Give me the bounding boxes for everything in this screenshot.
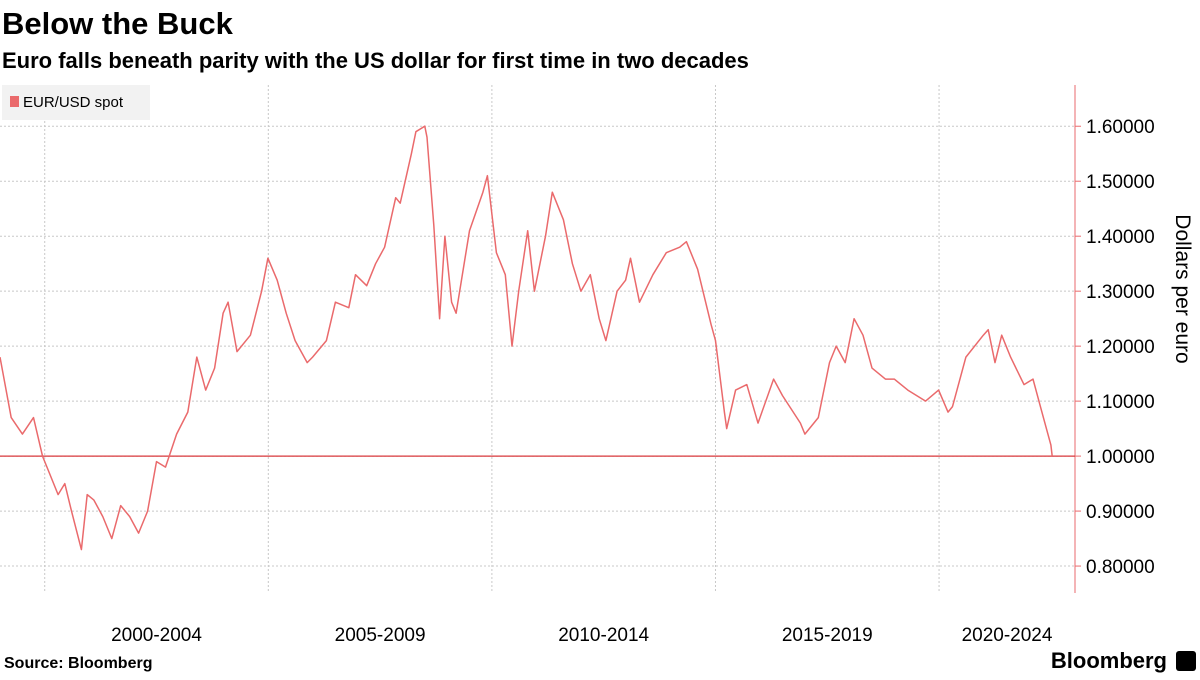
y-tick-label: 1.50000 xyxy=(1086,172,1155,193)
x-tick-label: 2000-2004 xyxy=(111,625,202,646)
y-tick-label: 1.10000 xyxy=(1086,392,1155,413)
legend: EUR/USD spot xyxy=(2,85,150,120)
x-tick-label: 2010-2014 xyxy=(558,625,649,646)
y-tick-label: 0.90000 xyxy=(1086,502,1155,523)
y-axis-title: Dollars per euro xyxy=(1171,214,1194,363)
brand: Bloomberg xyxy=(1051,648,1167,673)
x-tick-label: 2015-2019 xyxy=(782,625,873,646)
source: Source: Bloomberg xyxy=(4,655,152,672)
x-tick-label: 2005-2009 xyxy=(335,625,426,646)
data-line xyxy=(0,125,1053,551)
legend-swatch xyxy=(10,96,19,107)
chart-subtitle: Euro falls beneath parity with the US do… xyxy=(2,48,749,73)
brand-icon xyxy=(1176,651,1196,671)
y-tick-label: 1.30000 xyxy=(1086,282,1155,303)
y-tick-label: 1.00000 xyxy=(1086,447,1155,468)
y-tick-label: 1.20000 xyxy=(1086,337,1155,358)
y-tick-label: 1.40000 xyxy=(1086,227,1155,248)
legend-box xyxy=(2,85,150,120)
y-tick-label: 0.80000 xyxy=(1086,557,1155,578)
chart-title: Below the Buck xyxy=(2,6,234,41)
x-tick-label: 2020-2024 xyxy=(962,625,1053,646)
legend-label: EUR/USD spot xyxy=(23,94,124,111)
y-tick-label: 1.60000 xyxy=(1086,117,1155,138)
